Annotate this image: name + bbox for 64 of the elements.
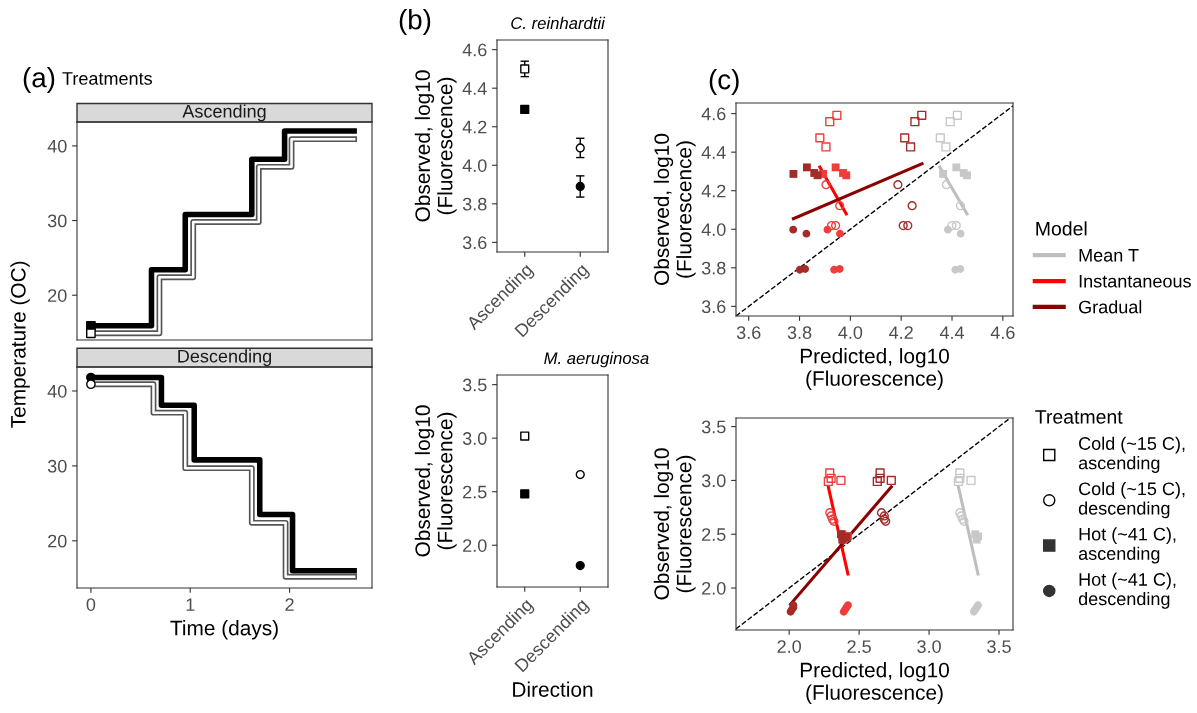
- x-tick-label: 4.4: [939, 326, 965, 339]
- y-tick-label: 3.5: [701, 420, 726, 434]
- y-axis-title: Observed, log10 (Fluorescence): [414, 405, 457, 557]
- y-axis-title: Observed, log10 (Fluorescence): [653, 133, 696, 285]
- x-axis-title: Predicted, log10 (Fluorescence): [800, 348, 949, 390]
- y-tick-label: 4.2: [701, 184, 726, 198]
- y-tick-label: 2.5: [702, 528, 726, 541]
- text: Hot (~41 C), descending: [1078, 572, 1176, 609]
- y-tick-label: 3.8: [462, 197, 487, 211]
- legend-title: Treatment: [1035, 410, 1123, 424]
- y-tick-label: 40: [47, 384, 67, 398]
- y-tick-label: 3.5: [462, 378, 487, 392]
- chart-title: C. reinhardtii: [511, 16, 606, 30]
- x-tick-label: 2.0: [777, 640, 802, 653]
- x-axis-title: Predicted, log10 (Fluorescence): [800, 662, 949, 704]
- text: (b): [399, 9, 431, 35]
- y-tick-label: 30: [47, 459, 67, 473]
- y-axis-title: Temperature (OC): [10, 261, 30, 428]
- y-tick-label: 4.0: [462, 159, 487, 172]
- y-tick-label: 4.6: [701, 107, 726, 121]
- y-tick-label: 3.0: [701, 474, 726, 488]
- y-tick-label: 4.4: [701, 146, 726, 159]
- x-tick-label: 2: [285, 598, 294, 611]
- x-tick-label: 4.6: [990, 326, 1015, 339]
- x-tick-label: 1: [186, 598, 195, 611]
- y-tick-label: 4.0: [701, 223, 726, 236]
- y-tick-label: 3.6: [462, 236, 487, 250]
- text: Cold (~15 C), descending: [1078, 481, 1185, 519]
- x-tick-label: 3.5: [987, 640, 1011, 653]
- y-tick-label: 20: [48, 534, 67, 548]
- chart-title: M. aeruginosa: [544, 351, 649, 368]
- y-axis-title: Observed, log10 (Fluorescence): [653, 448, 696, 600]
- y-tick-label: 3.0: [462, 432, 487, 445]
- y-tick-label: 2.0: [702, 581, 726, 595]
- legend-label: Gradual: [1079, 300, 1142, 314]
- x-tick-label: 0: [86, 598, 96, 611]
- x-tick-label: 3.6: [736, 326, 761, 339]
- legend-label: Mean T: [1079, 249, 1139, 262]
- y-axis-title: Observed, log10 (Fluorescence): [414, 70, 457, 222]
- y-tick-label: 40: [47, 139, 67, 153]
- legend-label: Instantaneous: [1079, 274, 1191, 288]
- text: (c): [709, 69, 739, 95]
- x-tick-label: 3.8: [787, 326, 812, 339]
- x-tick-label: 4.2: [889, 326, 913, 339]
- chart-title: Ascending: [182, 104, 266, 122]
- x-axis-title: Direction: [513, 681, 593, 697]
- y-tick-label: 4.4: [462, 82, 487, 95]
- y-tick-label: 2.5: [463, 485, 487, 499]
- y-tick-label: 4.2: [462, 120, 487, 134]
- x-tick-label: 2.5: [847, 640, 871, 653]
- y-tick-label: 3.6: [701, 300, 726, 314]
- y-tick-label: 30: [47, 214, 67, 228]
- x-tick-label: 3.0: [917, 640, 941, 653]
- x-axis-title: Time (days): [170, 620, 278, 640]
- text: (a): [23, 67, 55, 93]
- x-tick-label: 4.0: [838, 326, 863, 339]
- text: Treatments: [62, 72, 152, 85]
- text: Cold (~15 C), ascending: [1078, 436, 1185, 473]
- y-tick-label: 20: [48, 289, 67, 302]
- chart-title: Descending: [178, 349, 272, 367]
- y-tick-label: 4.6: [462, 43, 487, 57]
- text: Hot (~41 C), ascending: [1078, 527, 1176, 564]
- legend-title: Model: [1036, 221, 1087, 236]
- y-tick-label: 2.0: [463, 539, 487, 552]
